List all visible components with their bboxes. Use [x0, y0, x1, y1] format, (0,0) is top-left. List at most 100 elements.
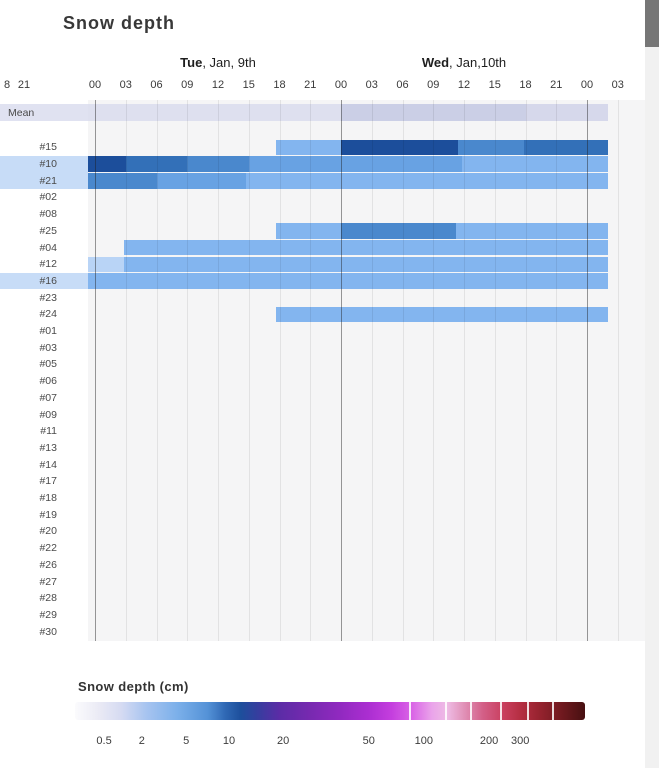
- hour-label: 06: [150, 79, 163, 91]
- legend-tick-label: 300: [511, 735, 530, 747]
- row-label-member: #06: [39, 375, 57, 388]
- bar-segment: [88, 256, 125, 272]
- row-label-member: #09: [39, 408, 57, 421]
- hour-label: 09: [427, 79, 440, 91]
- gridline: [187, 100, 189, 641]
- row-label-member: #16: [39, 274, 57, 287]
- row-label-member: #25: [39, 224, 57, 237]
- bar-segment: [88, 173, 157, 189]
- date-label: Wed, Jan,10th: [422, 55, 506, 70]
- mean-label-bg: [0, 104, 88, 121]
- bar-segment: [456, 223, 608, 239]
- row-label-member: #26: [39, 558, 57, 571]
- row-label-member: #04: [39, 241, 57, 254]
- date-day-name: Wed: [421, 55, 450, 70]
- bar-segment: [341, 104, 526, 121]
- member-label-highlight: [0, 155, 88, 173]
- legend-segment-separator: [409, 702, 412, 720]
- bar-segment: [248, 156, 463, 172]
- hour-label: 00: [334, 79, 348, 91]
- row-label-member: #30: [39, 625, 57, 638]
- row-label-member: #23: [39, 291, 57, 304]
- hour-label-partial: 8: [3, 79, 11, 91]
- legend-tick-label: 2: [138, 735, 145, 747]
- bar-segment: [275, 139, 341, 156]
- row-label-member: #15: [39, 141, 57, 154]
- legend-tick-label: 20: [276, 735, 290, 747]
- legend-tick-label: 0.5: [96, 735, 112, 747]
- hour-label: 21: [550, 79, 563, 91]
- gridline: [279, 100, 281, 641]
- bar-segment: [525, 104, 608, 121]
- legend-tick-label: 10: [222, 735, 236, 747]
- hour-label: 18: [273, 79, 286, 91]
- row-label-member: #02: [39, 191, 57, 204]
- hour-label: 03: [119, 79, 132, 91]
- gridline: [464, 100, 465, 641]
- legend-tick-label: 50: [362, 735, 375, 747]
- hour-label: 12: [211, 79, 225, 91]
- row-label-member: #21: [39, 174, 57, 187]
- legend-colorbar: [75, 702, 585, 720]
- bar-segment: [88, 273, 608, 289]
- row-label-member: #10: [39, 158, 57, 171]
- row-label-member: #28: [39, 592, 57, 605]
- hour-label: 00: [88, 79, 102, 91]
- date-rest: , Jan, 9th: [202, 55, 256, 70]
- hour-label: 21: [304, 79, 317, 91]
- gridline: [617, 100, 619, 641]
- hour-label: 03: [611, 79, 624, 91]
- bar-segment: [341, 139, 458, 156]
- gridline: [218, 100, 219, 641]
- hour-label: 18: [519, 79, 532, 91]
- legend-segment-separator: [470, 702, 473, 720]
- gridline-midnight: [95, 100, 96, 641]
- legend-tick-label: 200: [479, 735, 499, 747]
- row-label-member: #20: [39, 525, 57, 538]
- gridline: [371, 100, 373, 641]
- hour-label: 15: [488, 79, 501, 91]
- bar-segment: [88, 104, 341, 121]
- bar-segment: [462, 156, 608, 172]
- legend-title: Snow depth (cm): [78, 679, 189, 694]
- legend-segment-separator: [499, 702, 502, 720]
- row-label-member: #29: [39, 608, 57, 621]
- gridline: [556, 100, 558, 641]
- date-label: Tue, Jan, 9th: [180, 55, 256, 70]
- bar-segment: [124, 256, 608, 272]
- date-rest: , Jan,10th: [449, 55, 507, 70]
- row-label-member: #27: [39, 575, 57, 588]
- bar-segment: [523, 139, 608, 156]
- scrollbar-thumb[interactable]: [645, 0, 659, 47]
- bar-segment: [457, 139, 524, 156]
- hour-label: 03: [365, 79, 378, 91]
- bar-segment: [125, 156, 188, 172]
- bar-segment: [124, 239, 608, 256]
- row-label-member: #17: [39, 475, 57, 488]
- legend-tick-label: 5: [183, 735, 190, 747]
- bar-segment: [275, 223, 341, 239]
- gridline: [125, 100, 127, 641]
- hour-label: 15: [242, 79, 255, 91]
- gridline: [494, 100, 496, 641]
- gridline: [402, 100, 404, 641]
- member-label-highlight: [0, 272, 88, 290]
- gridline: [433, 100, 435, 641]
- row-label-member: #03: [39, 341, 57, 354]
- row-label-member: #12: [39, 258, 57, 271]
- row-label-member: #19: [39, 508, 57, 521]
- legend-segment-separator: [551, 702, 554, 720]
- bar-segment: [156, 173, 246, 189]
- ensemble-snow-depth-heatmap: 00 03 06 09 12 15 18 21 00 03 06 09 12 15 18 21 00 03 8 21 T…: [0, 55, 624, 641]
- row-label-member: #08: [39, 208, 57, 221]
- bar-segment: [187, 156, 249, 172]
- gridline: [310, 100, 312, 641]
- row-label-member: #13: [39, 441, 57, 454]
- gridline: [248, 100, 250, 641]
- hour-label: 00: [580, 79, 594, 91]
- row-label-mean: Mean: [8, 106, 35, 119]
- row-label-member: #01: [39, 325, 57, 338]
- vertical-scrollbar[interactable]: [645, 0, 659, 768]
- row-label-member: #18: [39, 492, 57, 505]
